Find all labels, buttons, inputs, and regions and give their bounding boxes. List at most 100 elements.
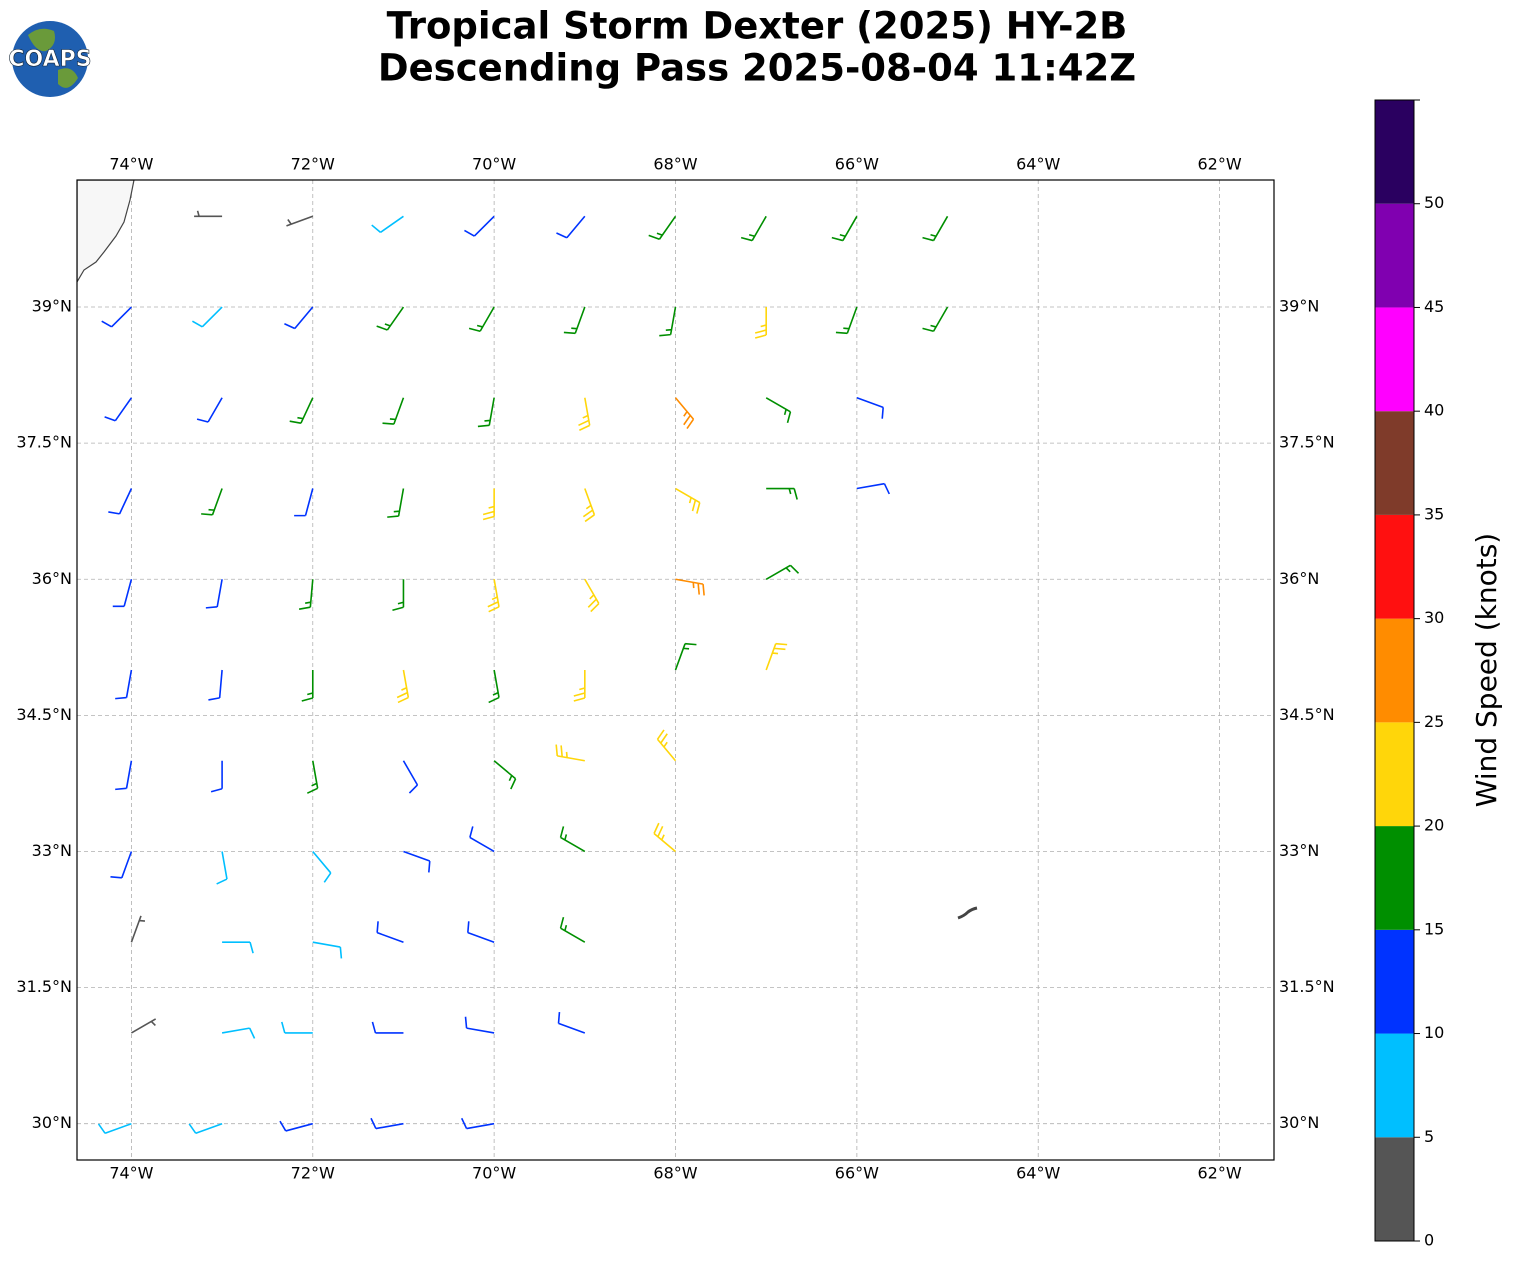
wind-barb [482, 488, 495, 521]
colorbar-bin [1375, 307, 1414, 412]
colorbar-tick-label: 35 [1424, 504, 1444, 523]
y-tick-label: 34.5°N [1279, 705, 1335, 724]
wind-barb [464, 1016, 495, 1034]
x-tick-label: 72°W [291, 155, 335, 174]
y-tick-label: 30°N [32, 1113, 72, 1132]
wind-barb [656, 729, 677, 762]
wind-barb [557, 1011, 586, 1034]
colorbar-tick-label: 40 [1424, 401, 1444, 420]
colorbar-bin [1375, 618, 1414, 723]
wind-barb [289, 397, 314, 424]
colorbar-tick-label: 20 [1424, 816, 1444, 835]
colorbar-bin [1375, 411, 1414, 515]
wind-barb [301, 670, 314, 702]
wind-barb [191, 306, 223, 328]
y-tick-label: 34.5°N [16, 705, 72, 724]
colorbar-bin [1375, 1033, 1414, 1138]
wind-barb [766, 487, 798, 500]
y-tick-label: 39°N [1279, 297, 1319, 316]
wind-barb [765, 642, 788, 671]
colorbar-bin [1375, 1137, 1414, 1241]
wind-barb [578, 397, 591, 431]
wind-barb [210, 760, 223, 793]
y-tick-label: 31.5°N [16, 977, 72, 996]
wind-barb [131, 1018, 157, 1034]
wind-barb [312, 850, 332, 883]
wind-barb [222, 941, 254, 954]
y-tick-label: 39°N [32, 297, 72, 316]
colorbar-bin [1375, 203, 1414, 308]
wind-barb [582, 488, 596, 523]
wind-barb [674, 397, 695, 430]
x-tick-label: 68°W [653, 1164, 697, 1183]
logo-text: COAPS [8, 47, 91, 72]
wind-barb [754, 307, 767, 339]
wind-barb [493, 760, 517, 790]
x-tick-label: 74°W [109, 1164, 153, 1183]
y-tick-label: 31.5°N [1279, 977, 1335, 996]
wind-barb [281, 1021, 313, 1034]
wind-barb [108, 488, 133, 515]
colorbar-tick-label: 50 [1424, 193, 1444, 212]
x-tick-label: 64°W [1016, 155, 1060, 174]
wind-barb [469, 826, 495, 853]
wind-barb [563, 306, 586, 335]
title-line: Tropical Storm Dexter (2025) HY-2B [387, 5, 1128, 48]
logo: COAPS [8, 21, 92, 97]
wind-barb [584, 578, 600, 613]
colorbar-tick-label: 30 [1424, 608, 1444, 627]
wind-barb [396, 669, 410, 704]
colorbar-bin [1375, 100, 1414, 204]
wind-barb [115, 669, 133, 700]
wind-barb [488, 669, 500, 704]
wind-barb [279, 1120, 313, 1132]
wind-barb [922, 306, 949, 333]
wind-barb [221, 1027, 256, 1039]
map-layer [77, 180, 978, 1135]
wind-barb [371, 1021, 404, 1034]
y-tick-label: 37.5°N [1279, 433, 1335, 452]
wind-barb [674, 642, 697, 671]
wind-barb [101, 306, 132, 328]
wind-barb [110, 851, 133, 879]
x-tick-label: 66°W [835, 1164, 879, 1183]
wind-barb [298, 579, 314, 610]
wind-barb [286, 215, 314, 227]
wind-barb [659, 306, 677, 337]
x-tick-label: 64°W [1016, 1164, 1060, 1183]
wind-barb [856, 397, 884, 419]
barb-layer [97, 210, 949, 1135]
wind-barb [559, 826, 586, 853]
wind-barb [130, 915, 146, 943]
wind-barb [194, 210, 223, 218]
wind-barb [835, 306, 858, 335]
colorbar-tick-label: 25 [1424, 712, 1444, 731]
title-line: Descending Pass 2025-08-04 11:42Z [378, 47, 1136, 90]
wind-barb [675, 578, 705, 596]
y-tick-label: 33°N [1279, 841, 1319, 860]
colorbar-label: Wind Speed (knots) [1470, 533, 1503, 807]
wind-barb [648, 215, 677, 240]
wind-barb [376, 306, 405, 331]
wind-barb [573, 670, 586, 702]
logo-land [28, 28, 78, 88]
wind-barb [306, 760, 319, 794]
colorbar: 0 5 10 15 20 25 30 35 40 45 50 [1374, 99, 1444, 1250]
wind-barb [112, 579, 133, 608]
wind-barb [370, 1117, 404, 1130]
x-tick-label: 70°W [472, 155, 516, 174]
wind-barb [740, 215, 767, 242]
y-tick-label: 30°N [1279, 1113, 1319, 1132]
wind-barb [97, 1122, 132, 1135]
wind-barb [765, 397, 792, 424]
wind-barb [201, 488, 223, 516]
colorbar-tick-label: 10 [1424, 1023, 1444, 1042]
y-tick-label: 36°N [1279, 569, 1319, 588]
x-tick-label: 68°W [653, 155, 697, 174]
wind-barb [675, 487, 701, 514]
x-tick-label: 66°W [835, 155, 879, 174]
wind-barb [188, 1122, 223, 1135]
wind-barb [487, 579, 500, 613]
wind-barb [653, 822, 677, 853]
